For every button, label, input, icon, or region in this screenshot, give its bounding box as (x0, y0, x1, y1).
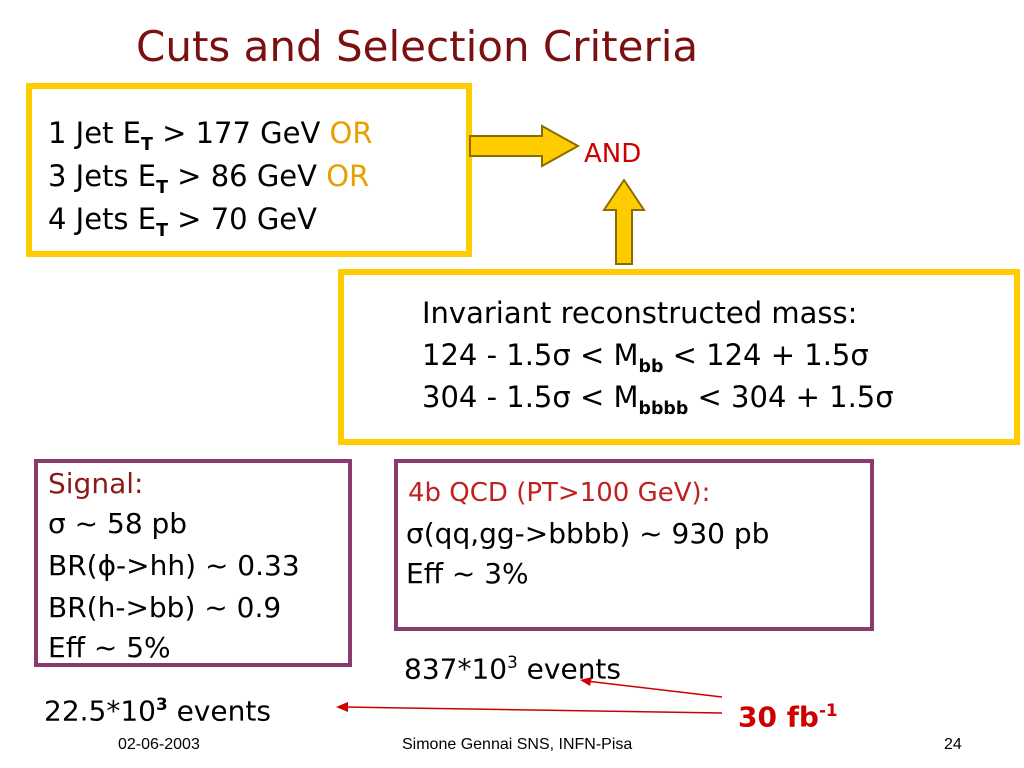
lumi-to-signal-arrow (343, 706, 723, 714)
footer-author: Simone Gennai SNS, INFN-Pisa (402, 736, 633, 753)
qcd-heading: 4b QCD (PT>100 GeV): (408, 478, 711, 508)
footer-date: 02-06-2003 (118, 736, 200, 753)
up-arrow-icon (602, 178, 646, 265)
lumi-to-qcd-arrowhead-icon (580, 677, 592, 686)
signal-line: Eff ~ 5% (48, 631, 171, 664)
qcd-events: 837*103 events (404, 652, 622, 686)
mass-line-1: 124 - 1.5σ < Mbb < 124 + 1.5σ (422, 338, 869, 377)
jet-line-1: 1 Jet ET > 177 GeV OR (48, 116, 373, 155)
slide-title: Cuts and Selection Criteria (136, 22, 699, 71)
right-arrow-icon (469, 124, 581, 168)
signal-box: Signal: σ ~ 58 pb BR(ϕ->hh) ~ 0.33 BR(h-… (34, 459, 352, 667)
mass-criteria-box: Invariant reconstructed mass: 124 - 1.5σ… (338, 269, 1020, 445)
signal-heading: Signal: (48, 467, 144, 500)
qcd-box: 4b QCD (PT>100 GeV): σ(qq,gg->bbbb) ~ 93… (394, 459, 874, 631)
jet-line-2: 3 Jets ET > 86 GeV OR (48, 159, 370, 198)
signal-events: 22.5*103 events (44, 694, 271, 728)
lumi-to-signal-arrowhead-icon (336, 702, 348, 712)
and-label: AND (584, 139, 642, 169)
jet-criteria-box: 1 Jet ET > 177 GeV OR 3 Jets ET > 86 GeV… (26, 83, 472, 257)
mass-line-2: 304 - 1.5σ < Mbbbb < 304 + 1.5σ (422, 380, 894, 419)
mass-heading: Invariant reconstructed mass: (422, 296, 858, 330)
lumi-to-qcd-arrow (585, 680, 723, 698)
qcd-line: σ(qq,gg->bbbb) ~ 930 pb (406, 517, 770, 550)
signal-line: BR(ϕ->hh) ~ 0.33 (48, 549, 300, 582)
signal-line: BR(h->bb) ~ 0.9 (48, 591, 282, 624)
luminosity-label: 30 fb-1 (738, 700, 838, 734)
footer-page-number: 24 (944, 736, 962, 753)
jet-line-3: 4 Jets ET > 70 GeV (48, 202, 317, 241)
signal-line: σ ~ 58 pb (48, 507, 188, 540)
qcd-line: Eff ~ 3% (406, 557, 529, 590)
